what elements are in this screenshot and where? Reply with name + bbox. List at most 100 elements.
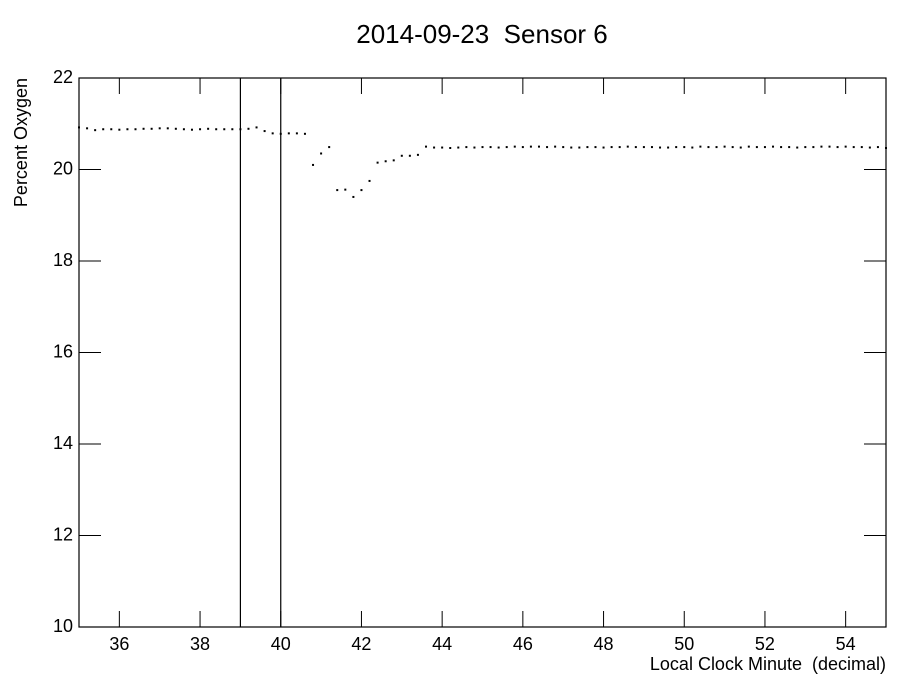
point [513, 145, 516, 148]
point [707, 146, 710, 149]
point [190, 128, 193, 131]
point [788, 146, 791, 149]
point [763, 146, 766, 149]
point [780, 146, 783, 149]
point [642, 146, 645, 149]
point [408, 154, 411, 157]
y-axis-label: Percent Oxygen [11, 78, 31, 207]
point [271, 132, 274, 135]
point [174, 127, 177, 130]
point [416, 153, 419, 156]
point [449, 146, 452, 149]
point [360, 189, 363, 192]
point [844, 145, 847, 148]
point [860, 146, 863, 149]
point [78, 126, 80, 129]
point [473, 146, 476, 149]
x-tick-label: 42 [351, 634, 371, 654]
point [699, 145, 702, 148]
x-tick-label: 50 [674, 634, 694, 654]
point [118, 128, 121, 131]
point [344, 188, 347, 191]
y-tick-label: 20 [53, 158, 73, 178]
point [723, 145, 726, 148]
x-tick-label: 46 [513, 634, 533, 654]
point [303, 132, 306, 135]
x-tick-label: 44 [432, 634, 452, 654]
point [368, 179, 371, 182]
point [659, 146, 662, 149]
point [691, 146, 694, 149]
point [215, 128, 218, 131]
point [263, 130, 266, 133]
point [328, 146, 331, 149]
y-tick-label: 12 [53, 524, 73, 544]
point [158, 127, 161, 130]
point [287, 132, 290, 135]
point [481, 146, 484, 149]
point [126, 128, 129, 131]
y-tick-label: 10 [53, 616, 73, 636]
point [489, 146, 492, 149]
point [521, 146, 524, 149]
x-tick-label: 36 [109, 634, 129, 654]
point [747, 145, 750, 148]
point [295, 132, 298, 135]
point [570, 146, 573, 149]
y-tick-label: 18 [53, 250, 73, 270]
point [586, 146, 589, 149]
point [433, 146, 436, 149]
x-tick-label: 38 [190, 634, 210, 654]
x-tick-label: 48 [594, 634, 614, 654]
point [602, 146, 605, 149]
point [312, 163, 315, 166]
x-axis-label: Local Clock Minute (decimal) [650, 654, 886, 674]
point [223, 128, 226, 131]
point [94, 129, 97, 132]
point [554, 145, 557, 148]
chart-title: 2014-09-23 Sensor 6 [356, 19, 608, 49]
point [804, 146, 807, 149]
point [182, 128, 185, 131]
point [667, 146, 670, 149]
point [231, 128, 234, 131]
point [796, 146, 799, 149]
point [546, 146, 549, 149]
point [110, 128, 113, 131]
point [166, 127, 169, 130]
point [239, 128, 242, 131]
point [885, 146, 887, 149]
point [505, 146, 508, 149]
point [755, 146, 758, 149]
point [731, 146, 734, 149]
point [376, 161, 379, 164]
point [199, 128, 202, 131]
point [150, 127, 153, 130]
point [715, 146, 718, 149]
point [465, 146, 468, 149]
y-tick-label: 22 [53, 67, 73, 87]
point [594, 146, 597, 149]
point [634, 146, 637, 149]
point [392, 159, 395, 162]
point [384, 160, 387, 163]
point [247, 127, 250, 130]
y-tick-label: 14 [53, 433, 73, 453]
point [537, 145, 540, 148]
point [86, 127, 89, 130]
point [497, 146, 500, 149]
point [610, 146, 613, 149]
y-tick-label: 16 [53, 341, 73, 361]
point [739, 146, 742, 149]
point [828, 145, 831, 148]
point [400, 154, 403, 157]
point [562, 146, 565, 149]
point [836, 146, 839, 149]
point [441, 146, 444, 149]
point [255, 126, 258, 129]
point [852, 146, 855, 149]
x-tick-label: 40 [271, 634, 291, 654]
point [675, 146, 678, 149]
